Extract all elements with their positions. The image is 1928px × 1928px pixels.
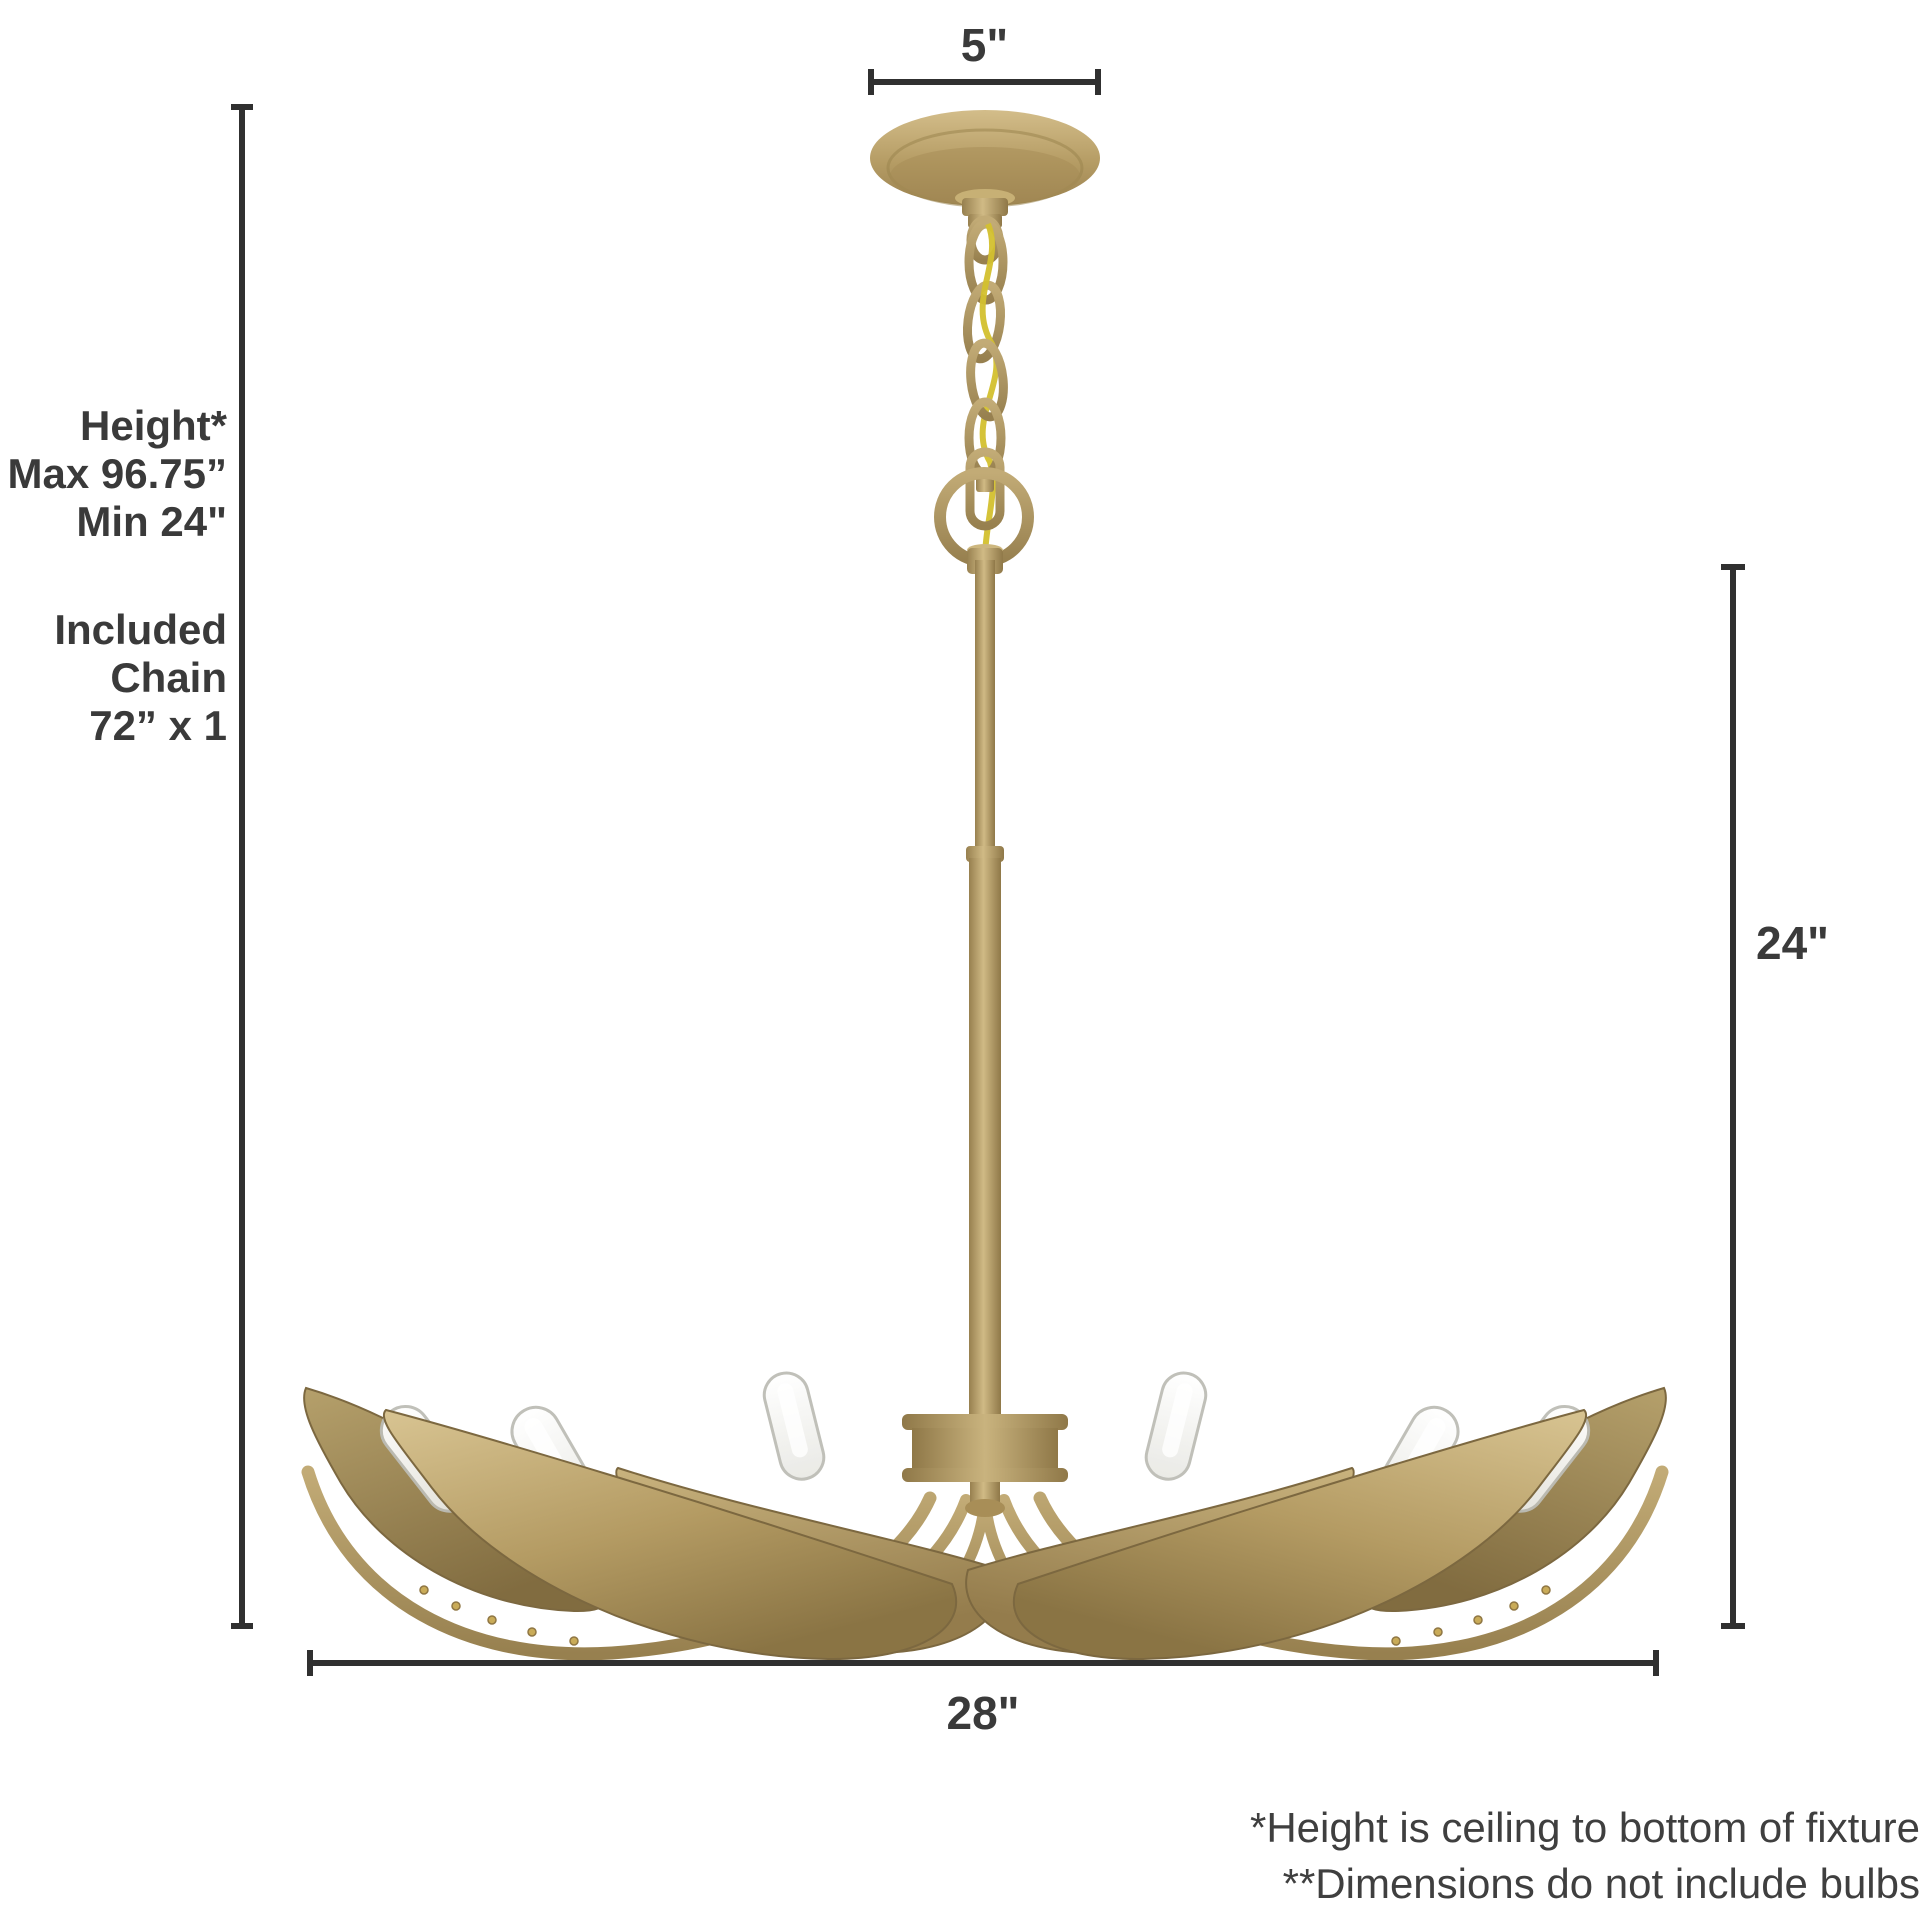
footnote-height: *Height is ceiling to bottom of fixture <box>1250 1804 1920 1851</box>
center-hub <box>902 1414 1068 1517</box>
chandelier-left-half <box>301 1371 1005 1661</box>
canopy-width-dimension-line <box>868 69 1101 95</box>
fixture-height-dimension-line <box>1721 564 1745 1629</box>
chain-size: 72” x 1 <box>89 702 227 749</box>
fixture-width-label: 28" <box>946 1687 1020 1739</box>
downrod <box>966 544 1004 1420</box>
height-title: Height* <box>80 402 227 449</box>
height-min: Min 24" <box>76 498 227 545</box>
footnote-bulbs: **Dimensions do not include bulbs <box>1282 1860 1920 1907</box>
footnotes: *Height is ceiling to bottom of fixture … <box>1250 1800 1920 1912</box>
canopy-width-label: 5" <box>960 19 1009 71</box>
fixture-height-label: 24" <box>1756 917 1829 969</box>
dimension-lines <box>231 69 1745 1676</box>
height-max: Max 96.75” <box>7 450 227 497</box>
fixture-width-dimension-line <box>307 1650 1659 1676</box>
chain-word: Chain <box>110 654 227 701</box>
chain-included: Included <box>54 606 227 653</box>
hanging-chain <box>962 215 1008 557</box>
chandelier-right-half <box>966 1368 1666 1659</box>
height-note-block: Height* Max 96.75” Min 24" <box>8 402 227 546</box>
petal-screws <box>419 1585 579 1646</box>
overall-height-dimension-line <box>231 104 253 1629</box>
wire <box>979 222 1000 557</box>
petal-shade <box>382 1408 958 1661</box>
chain-note-block: Included Chain 72” x 1 <box>54 606 227 750</box>
